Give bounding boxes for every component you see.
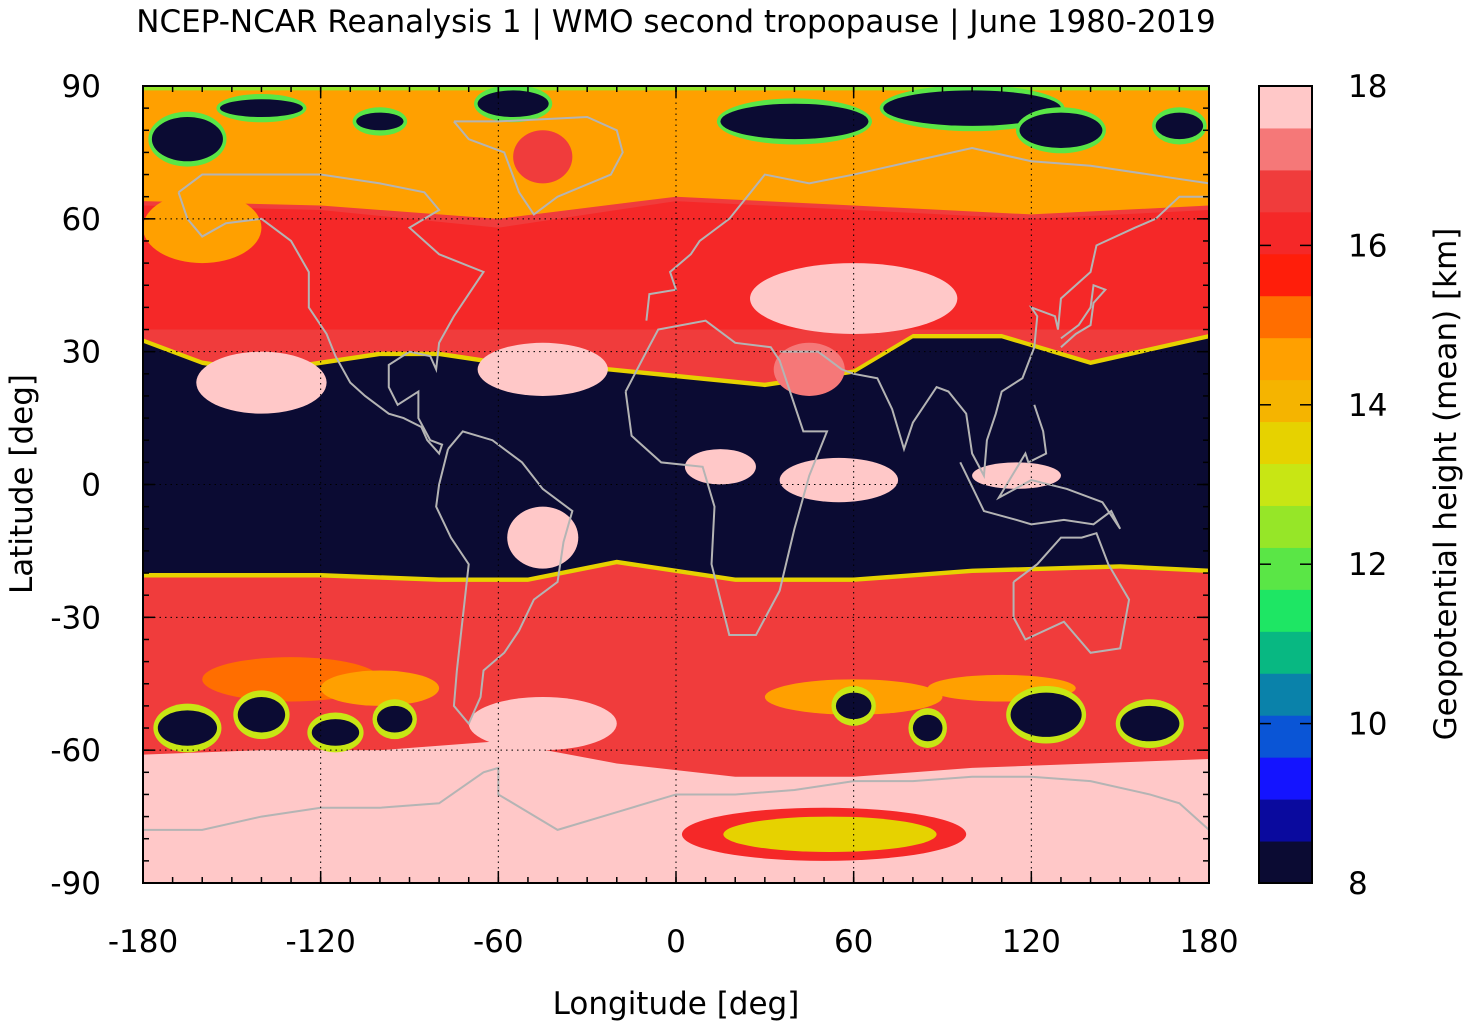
colorbar-segment <box>1259 86 1312 129</box>
arctic-hole-7 <box>1155 112 1204 140</box>
north-midlat-band <box>143 201 1209 330</box>
y-axis-label: Latitude [deg] <box>4 374 40 594</box>
x-tick-labels: -180 -120 -60 0 60 120 180 <box>108 924 1239 960</box>
colorbar-segment <box>1259 295 1312 339</box>
colorbar-segment <box>1259 841 1312 884</box>
arctic-hole-0 <box>151 116 223 162</box>
central-asia-pink <box>750 263 958 334</box>
greenland-red <box>513 130 573 184</box>
colorbar-segment <box>1259 127 1312 171</box>
coastlines <box>143 115 1209 831</box>
colorbar-segment <box>1259 421 1312 465</box>
south-hole-7 <box>1120 705 1180 742</box>
south-pacific-yellow <box>320 670 440 706</box>
south-atlantic-patch <box>468 697 617 751</box>
colorbar-segment <box>1259 547 1312 590</box>
gulf-of-alaska-orange <box>143 192 262 264</box>
colorbar-tick-label: 14 <box>1348 388 1387 424</box>
south-hole-5 <box>912 714 943 742</box>
grid-lines <box>143 86 1209 883</box>
x-axis-label: Longitude [deg] <box>553 986 800 1022</box>
colorbar-ticks <box>1259 85 1312 884</box>
colorbar-segment <box>1259 505 1312 548</box>
south-hole-1 <box>237 697 286 733</box>
arctic-hole-4 <box>1019 112 1103 148</box>
arctic-hole-1 <box>477 90 549 117</box>
y-tick-label: 60 <box>62 202 101 238</box>
colorbar-segment <box>1259 799 1312 842</box>
south-hole-4 <box>835 692 872 720</box>
africa-coast <box>624 319 829 637</box>
colorbar-segment <box>1259 589 1312 632</box>
south-hole-3 <box>376 705 413 733</box>
colorbar-segment <box>1259 757 1312 800</box>
x-tick-label: -60 <box>473 924 524 960</box>
indian-ocean-patch <box>779 457 899 503</box>
chart-title: NCEP-NCAR Reanalysis 1 | WMO second trop… <box>136 4 1215 40</box>
y-tick-label: 30 <box>62 335 101 371</box>
colorbar-segment <box>1259 631 1312 674</box>
colorbar-segment <box>1259 211 1312 255</box>
colorbar-tick-labels: 8 10 12 14 16 18 <box>1348 69 1387 902</box>
y-tick-label: -30 <box>50 600 101 636</box>
colorbar-segment <box>1259 463 1312 506</box>
east-antarctic-ring-inner <box>723 816 937 853</box>
colorbar-segment <box>1259 337 1312 381</box>
x-tick-label: 120 <box>1002 924 1061 960</box>
colorbar-tick-label: 12 <box>1348 547 1387 583</box>
axis-ticks <box>142 85 1210 884</box>
colorbar-segment <box>1259 253 1312 297</box>
south-hole-0 <box>157 710 218 746</box>
africa-west-patch <box>684 449 756 485</box>
arabia-pink <box>773 342 845 396</box>
japan-coast <box>1060 283 1108 348</box>
maritime-continent-coast <box>959 404 1122 530</box>
colorbar-tick-label: 18 <box>1348 69 1387 105</box>
asia-south-east-coast <box>779 195 1209 480</box>
antarctic-max <box>143 785 736 883</box>
arctic-hole-5 <box>356 112 404 131</box>
antarctica-coast <box>143 766 1209 831</box>
colorbar-segment <box>1259 715 1312 758</box>
arctic-hole-3 <box>883 90 1061 126</box>
colorbar-tick-label: 10 <box>1348 707 1387 743</box>
colorbar-frame <box>1258 85 1313 884</box>
arctic-hole-6 <box>219 99 303 117</box>
colorbar-segment <box>1259 673 1312 716</box>
south-hole-2 <box>311 719 360 746</box>
y-tick-label: -60 <box>50 733 101 769</box>
x-tick-label: 60 <box>834 924 873 960</box>
brazil-patch <box>507 506 579 569</box>
colorbar-tick-label: 16 <box>1348 228 1387 264</box>
plot-area <box>143 86 1209 883</box>
greenland-coast <box>453 115 624 216</box>
colorbar-segment <box>1259 379 1312 423</box>
south-america-coast <box>435 430 574 726</box>
colorbar-segment <box>1259 169 1312 213</box>
x-tick-label: 180 <box>1179 924 1238 960</box>
eurasia-north-coast <box>645 146 1209 321</box>
colorbar-label: Geopotential height (mean) [km] <box>1428 228 1464 741</box>
colorbar-tick-label: 8 <box>1348 866 1368 902</box>
y-tick-label: 90 <box>62 69 101 105</box>
y-tick-label: 0 <box>81 468 101 504</box>
subtropic-pacific-pink <box>196 351 327 414</box>
x-tick-label: -180 <box>108 924 178 960</box>
australia-coast <box>1012 531 1131 654</box>
subtropic-atlantic-pink <box>477 342 608 396</box>
colorbar <box>1259 86 1312 884</box>
x-tick-label: -120 <box>285 924 355 960</box>
arctic-hole-2 <box>720 103 869 140</box>
south-hole-6 <box>1010 692 1082 737</box>
x-tick-label: 0 <box>666 924 686 960</box>
y-tick-labels: -90 -60 -30 0 30 60 90 <box>50 69 101 902</box>
y-tick-label: -90 <box>50 866 101 902</box>
